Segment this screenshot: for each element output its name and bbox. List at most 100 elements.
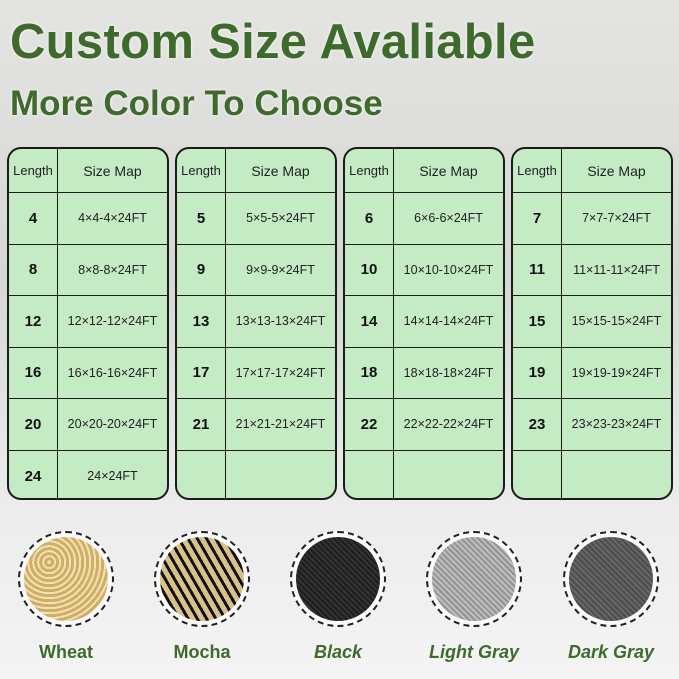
size-cell: 13×13-13×24FT xyxy=(235,314,326,329)
table-header: Length Size Map xyxy=(9,149,167,193)
swatch-wheat xyxy=(18,531,114,627)
size-cell: 8×8-8×24FT xyxy=(78,262,147,277)
size-cell: 19×19-19×24FT xyxy=(571,365,662,380)
length-cell: 6 xyxy=(345,193,394,244)
swatch-mocha xyxy=(154,531,250,627)
size-cell: 4×4-4×24FT xyxy=(78,211,147,226)
length-cell: 7 xyxy=(513,193,562,244)
length-cell: 20 xyxy=(9,399,58,450)
header-length: Length xyxy=(177,149,226,192)
size-cell: 11×11-11×24FT xyxy=(573,262,660,277)
table-row: 24 24×24FT xyxy=(9,450,167,498)
table-row: 11 11×11-11×24FT xyxy=(513,244,671,296)
table-row: 16 16×16-16×24FT xyxy=(9,347,167,399)
length-cell: 18 xyxy=(345,347,394,398)
table-row: 12 12×12-12×24FT xyxy=(9,296,167,348)
swatch-light-gray xyxy=(426,531,522,627)
size-cell: 22×22-22×24FT xyxy=(403,417,494,432)
length-cell: 9 xyxy=(177,244,226,295)
header-size-map: Size Map xyxy=(83,162,142,179)
size-cell: 7×7-7×24FT xyxy=(582,211,651,226)
table-header: Length Size Map xyxy=(513,149,671,193)
table-row: 17 17×17-17×24FT xyxy=(177,347,335,399)
length-cell: 22 xyxy=(345,399,394,450)
table-row: 6 6×6-6×24FT xyxy=(345,193,503,245)
size-cell: 12×12-12×24FT xyxy=(67,314,158,329)
size-cell: 6×6-6×24FT xyxy=(414,211,483,226)
table-header: Length Size Map xyxy=(345,149,503,193)
table-row: 23 23×23-23×24FT xyxy=(513,399,671,451)
color-label: Mocha xyxy=(173,642,231,662)
size-cell xyxy=(562,451,671,499)
size-cell xyxy=(394,451,503,499)
table-row: 4 4×4-4×24FT xyxy=(9,193,167,245)
length-cell: 10 xyxy=(345,244,394,295)
header-length: Length xyxy=(345,149,394,192)
table-row: 8 8×8-8×24FT xyxy=(9,244,167,296)
color-label: Light Gray xyxy=(428,642,519,662)
table-row: 10 10×10-10×24FT xyxy=(345,244,503,296)
swatch-dark-gray xyxy=(563,531,659,627)
swatch-texture xyxy=(160,537,244,621)
size-cell: 17×17-17×24FT xyxy=(235,365,326,380)
size-cell xyxy=(226,451,335,499)
length-cell: 19 xyxy=(513,347,562,398)
color-label: Dark Gray xyxy=(567,642,655,662)
size-table: Length Size Map 4 4×4-4×24FT 8 8×8-8×24FT 12 12… xyxy=(7,147,169,500)
table-row: 9 9×9-9×24FT xyxy=(177,244,335,296)
table-row: 15 15×15-15×24FT xyxy=(513,296,671,348)
length-cell: 24 xyxy=(9,450,58,498)
table-row: 21 21×21-21×24FT xyxy=(177,399,335,451)
length-cell: 16 xyxy=(9,347,58,398)
table-row: 18 18×18-18×24FT xyxy=(345,347,503,399)
header-length: Length xyxy=(513,149,562,192)
color-label: Black xyxy=(313,642,363,662)
length-cell: 23 xyxy=(513,399,562,450)
table-row: 7 7×7-7×24FT xyxy=(513,193,671,245)
size-table: Length Size Map 5 5×5-5×24FT 9 9×9-9×24FT 13 13… xyxy=(175,147,337,500)
length-cell: 11 xyxy=(513,244,562,295)
length-cell: 8 xyxy=(9,244,58,295)
size-cell: 16×16-16×24FT xyxy=(67,365,158,380)
length-cell: 5 xyxy=(177,193,226,244)
table-row: 14 14×14-14×24FT xyxy=(345,296,503,348)
length-cell: 4 xyxy=(9,193,58,244)
swatch-texture xyxy=(432,537,516,621)
size-cell: 9×9-9×24FT xyxy=(246,262,315,277)
swatch-texture xyxy=(24,537,108,621)
length-cell: 21 xyxy=(177,399,226,450)
length-cell: 17 xyxy=(177,347,226,398)
length-cell: 13 xyxy=(177,296,226,347)
table-row: 20 20×20-20×24FT xyxy=(9,399,167,451)
table-row: 5 5×5-5×24FT xyxy=(177,193,335,245)
table-row xyxy=(345,450,503,499)
size-cell: 21×21-21×24FT xyxy=(235,417,326,432)
size-cell: 5×5-5×24FT xyxy=(246,211,315,226)
header-length: Length xyxy=(9,149,58,192)
table-header: Length Size Map xyxy=(177,149,335,193)
page-subtitle: More Color To Choose xyxy=(10,84,383,123)
size-cell: 24×24FT xyxy=(87,469,138,484)
table-row: 13 13×13-13×24FT xyxy=(177,296,335,348)
size-cell: 23×23-23×24FT xyxy=(571,417,662,432)
size-cell: 14×14-14×24FT xyxy=(403,314,494,329)
page-title: Custom Size Avaliable xyxy=(10,15,536,69)
header-size-map: Size Map xyxy=(419,162,478,179)
header-size-map: Size Map xyxy=(251,162,310,179)
length-cell xyxy=(513,450,562,498)
table-row: 22 22×22-22×24FT xyxy=(345,399,503,451)
size-cell: 18×18-18×24FT xyxy=(403,365,494,380)
length-cell xyxy=(345,450,394,498)
swatch-black xyxy=(290,531,386,627)
color-label: Wheat xyxy=(39,642,93,662)
table-row xyxy=(177,450,335,499)
size-table: Length Size Map 7 7×7-7×24FT 11 11×11-11×24FT… xyxy=(511,147,673,500)
table-row xyxy=(513,450,671,499)
table-row: 19 19×19-19×24FT xyxy=(513,347,671,399)
length-cell xyxy=(177,450,226,498)
length-cell: 12 xyxy=(9,296,58,347)
size-table: Length Size Map 6 6×6-6×24FT 10 10×10-10×24FT… xyxy=(343,147,505,500)
length-cell: 14 xyxy=(345,296,394,347)
swatch-texture xyxy=(296,537,380,621)
size-cell: 15×15-15×24FT xyxy=(571,314,662,329)
